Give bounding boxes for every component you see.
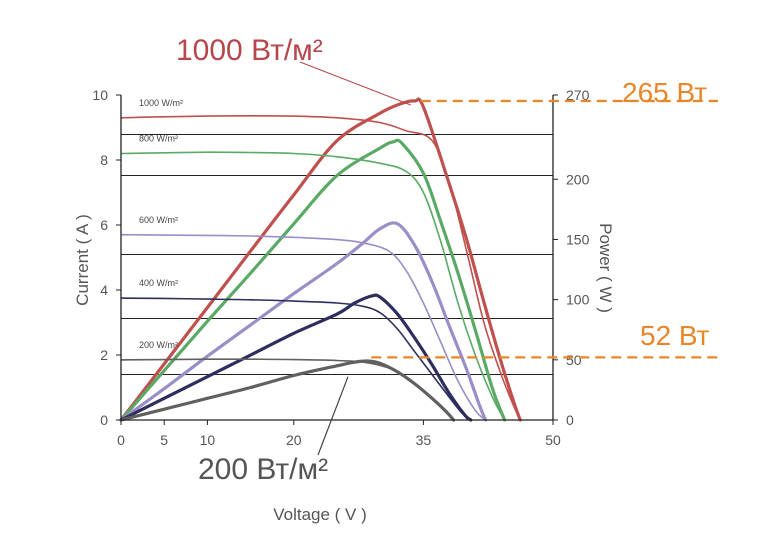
curves-group [119, 97, 522, 422]
x-tick-label-5: 50 [545, 432, 561, 448]
series-label-3: 400 W/m² [139, 278, 178, 288]
y-left-tick-label-2: 4 [100, 282, 108, 298]
y-left-tick-label-3: 6 [100, 217, 108, 233]
pv-curve-4 [119, 359, 456, 422]
y-right-tick-label-3: 150 [566, 231, 590, 247]
iv-curve-1 [120, 151, 506, 421]
y-right-tick-label-1: 50 [566, 352, 582, 368]
iv-curve-3 [120, 297, 472, 421]
y-right-tick-label-0: 0 [566, 412, 574, 428]
annotation-200-leader [317, 376, 349, 456]
annotation-1000-label: 1000 Вт/м² [176, 34, 323, 67]
y-right-tick-label-4: 200 [566, 171, 590, 187]
x-tick-label-3: 20 [286, 432, 302, 448]
x-tick-label-1: 5 [160, 432, 168, 448]
series-label-1: 800 W/m² [139, 134, 178, 144]
y-right-tick-label-2: 100 [566, 292, 590, 308]
annotation-200-label: 200 Вт/м² [198, 453, 328, 486]
series-label-0: 1000 W/m² [139, 98, 183, 108]
series-labels-group: 1000 W/m² 800 W/m² 600 W/m² 400 W/m² 200 W/m… [139, 98, 183, 350]
y-left-tick-label-1: 2 [100, 347, 108, 363]
pv-curve-0 [119, 97, 522, 422]
y-left-tick-label-4: 8 [100, 152, 108, 168]
x-axis-label: Voltage ( V ) [273, 505, 367, 524]
annotation-265-label: 265 Вт [622, 77, 707, 108]
annotation-1000-leader [299, 61, 411, 106]
annotation-52-label: 52 Вт [640, 320, 710, 351]
pv-curve-2 [119, 221, 488, 422]
y-left-tick-label-5: 10 [92, 87, 108, 103]
x-tick-label-0: 0 [117, 432, 125, 448]
x-tick-label-4: 35 [416, 432, 432, 448]
x-tick-label-2: 10 [200, 432, 216, 448]
iv-curve-4 [120, 358, 455, 421]
reference-lines [121, 134, 553, 375]
y-axis-left-label: Current ( A ) [73, 214, 92, 306]
axes-group [120, 95, 554, 421]
pv-curve-3 [119, 293, 473, 422]
iv-curve-0 [120, 115, 521, 421]
y-right-tick-label-5: 270 [566, 87, 590, 103]
series-label-4: 200 W/m² [139, 340, 178, 350]
annotations-group: 1000 Вт/м² 265 Вт 52 Вт 200 Вт/м² [176, 34, 718, 486]
series-label-2: 600 W/m² [139, 215, 178, 225]
y-left-tick-label-0: 0 [100, 412, 108, 428]
pv-curve-1 [119, 138, 507, 422]
iv-curve-2 [120, 233, 487, 421]
y-axis-right-label: Power ( W ) [596, 223, 615, 313]
